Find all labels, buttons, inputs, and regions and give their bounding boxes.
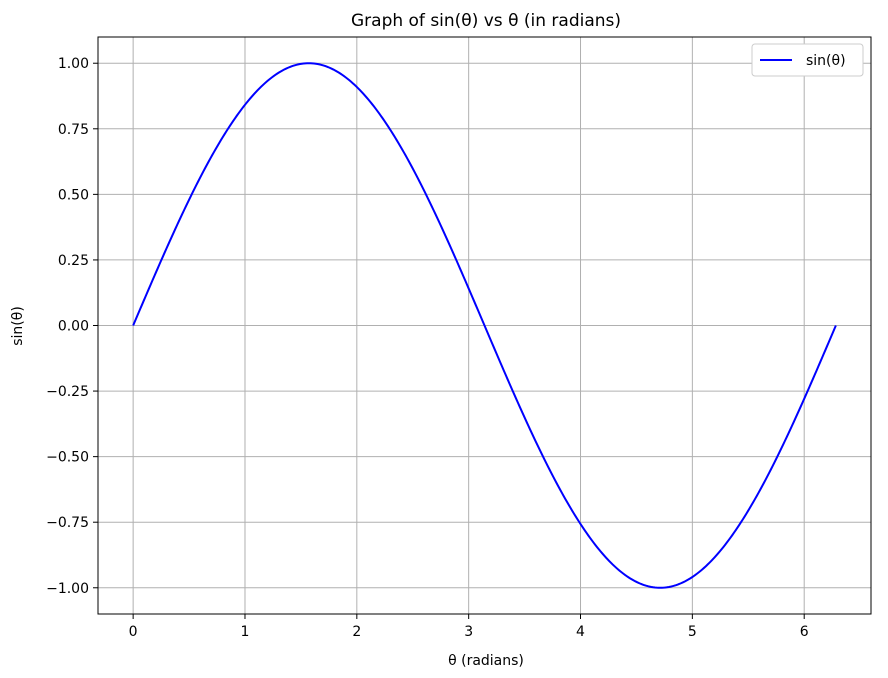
grid (98, 37, 871, 614)
legend-box (751, 43, 864, 77)
series-layer (132, 62, 837, 589)
legend: sin(θ) (751, 43, 864, 77)
y-tick-label: −0.25 (46, 384, 89, 400)
y-axis-ticks: −1.00 −0.75 −0.50 −0.25 0.00 0.25 0.50 0.75 1.00 (46, 56, 98, 597)
y-tick-label: −0.75 (46, 515, 89, 531)
y-tick-label: 0.50 (58, 187, 89, 203)
y-axis-title: sin(θ) (10, 306, 26, 346)
y-tick-label: −1.00 (46, 581, 89, 597)
y-tick-label: 0.75 (58, 122, 89, 138)
x-tick-label: 1 (241, 624, 250, 640)
y-tick-label: 0.00 (58, 319, 89, 335)
plot-frame (97, 36, 872, 615)
x-tick-label: 0 (129, 624, 138, 640)
x-axis-ticks: 0 1 2 3 4 5 6 (129, 614, 809, 640)
legend-label: sin(θ) (806, 53, 846, 69)
x-tick-label: 4 (576, 624, 585, 640)
x-tick-label: 2 (352, 624, 361, 640)
x-tick-label: 6 (800, 624, 809, 640)
y-tick-label: 1.00 (58, 56, 89, 72)
chart-title: Graph of sin(θ) vs θ (in radians) (351, 11, 621, 31)
y-tick-label: −0.50 (46, 450, 89, 466)
x-axis-title: θ (radians) (448, 653, 524, 669)
y-tick-label: 0.25 (58, 253, 89, 269)
series-line (132, 62, 837, 589)
x-tick-label: 5 (688, 624, 697, 640)
x-tick-label: 3 (464, 624, 473, 640)
